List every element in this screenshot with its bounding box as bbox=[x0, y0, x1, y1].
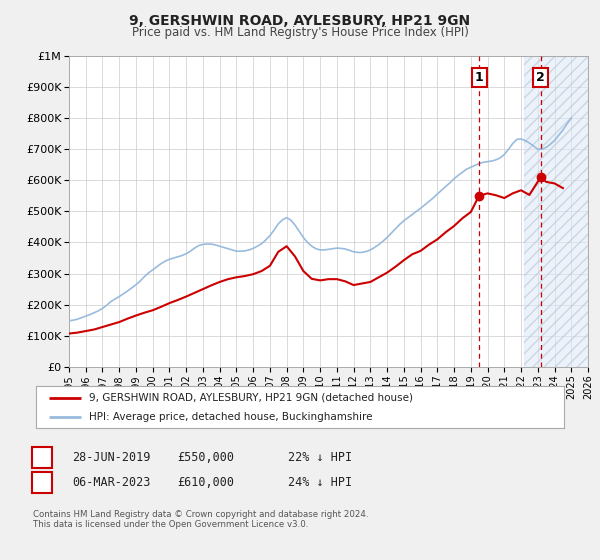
Text: 9, GERSHWIN ROAD, AYLESBURY, HP21 9GN: 9, GERSHWIN ROAD, AYLESBURY, HP21 9GN bbox=[130, 14, 470, 28]
Text: HPI: Average price, detached house, Buckinghamshire: HPI: Average price, detached house, Buck… bbox=[89, 412, 372, 422]
Text: 1: 1 bbox=[38, 451, 46, 464]
Text: 1: 1 bbox=[475, 71, 484, 84]
Text: This data is licensed under the Open Government Licence v3.0.: This data is licensed under the Open Gov… bbox=[33, 520, 308, 529]
Text: 9, GERSHWIN ROAD, AYLESBURY, HP21 9GN (detached house): 9, GERSHWIN ROAD, AYLESBURY, HP21 9GN (d… bbox=[89, 393, 413, 403]
Text: 2: 2 bbox=[38, 476, 46, 489]
Text: 28-JUN-2019: 28-JUN-2019 bbox=[72, 451, 151, 464]
Bar bbox=[524, 56, 588, 367]
Text: 24% ↓ HPI: 24% ↓ HPI bbox=[288, 476, 352, 489]
Text: £610,000: £610,000 bbox=[177, 476, 234, 489]
Text: 2: 2 bbox=[536, 71, 545, 84]
Text: Contains HM Land Registry data © Crown copyright and database right 2024.: Contains HM Land Registry data © Crown c… bbox=[33, 510, 368, 519]
Text: Price paid vs. HM Land Registry's House Price Index (HPI): Price paid vs. HM Land Registry's House … bbox=[131, 26, 469, 39]
Bar bbox=[524, 56, 588, 367]
Text: 06-MAR-2023: 06-MAR-2023 bbox=[72, 476, 151, 489]
Text: 22% ↓ HPI: 22% ↓ HPI bbox=[288, 451, 352, 464]
Text: £550,000: £550,000 bbox=[177, 451, 234, 464]
